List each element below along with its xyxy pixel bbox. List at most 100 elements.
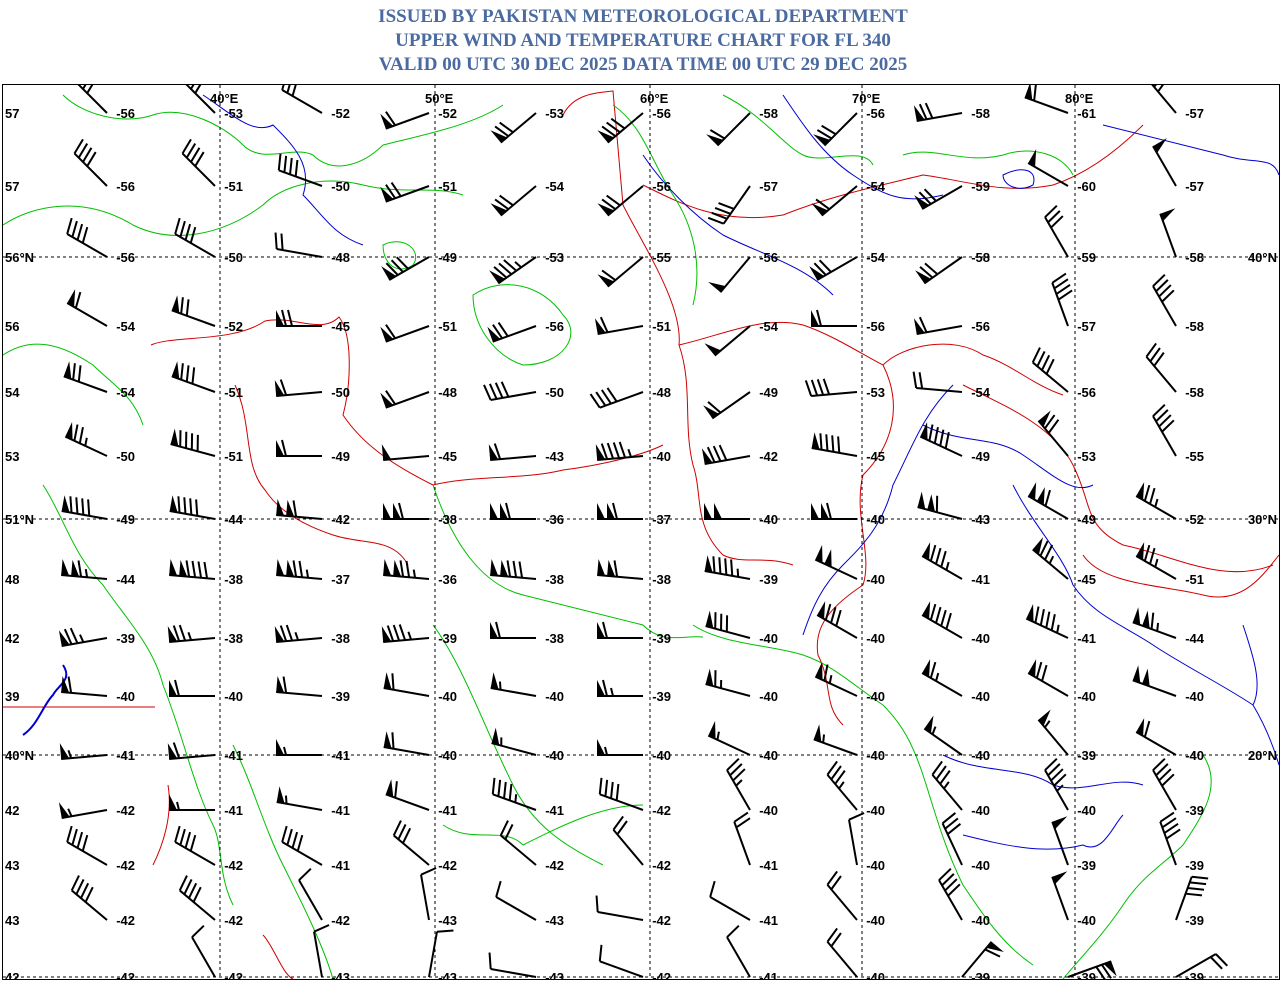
temperature-label: -40 xyxy=(866,748,885,763)
temperature-label: -52 xyxy=(1185,512,1204,527)
temperature-label: -42 xyxy=(116,970,135,979)
barb-feather xyxy=(69,627,79,644)
river xyxy=(1242,624,1279,766)
temperature-label: -44 xyxy=(1185,631,1205,646)
barb-feather xyxy=(394,781,398,798)
barb-feather xyxy=(1155,763,1169,777)
barb-half-feather xyxy=(84,568,89,578)
barb-feather xyxy=(495,621,501,639)
temperature-label: -38 xyxy=(331,631,350,646)
barb-shaft xyxy=(826,774,858,811)
barb-feather xyxy=(729,763,743,777)
barb-feather xyxy=(184,223,192,241)
barb-shaft xyxy=(490,687,537,697)
barb-feather xyxy=(286,828,293,846)
wind-station: -54 xyxy=(704,319,779,357)
barb-pennant xyxy=(597,274,614,287)
barb-pennant xyxy=(393,559,402,577)
wind-station: -54 xyxy=(809,250,886,281)
barb-feather xyxy=(598,944,603,962)
barb-feather xyxy=(712,445,722,462)
barb-feather xyxy=(944,878,958,892)
wind-station: -40 xyxy=(921,659,990,704)
wind-station: -42 xyxy=(276,499,350,527)
barb-pennant xyxy=(276,739,284,755)
coastline xyxy=(692,624,884,706)
temperature-label: -43 xyxy=(438,913,457,928)
barb-shaft xyxy=(599,391,644,409)
temperature-label: -58 xyxy=(1185,319,1204,334)
river xyxy=(782,94,944,200)
barb-feather xyxy=(823,664,829,681)
barb-shaft xyxy=(1145,356,1177,393)
barb-feather xyxy=(179,828,186,846)
wind-station: -40 xyxy=(848,812,885,873)
temperature-label: -40 xyxy=(866,689,885,704)
barb-feather xyxy=(1053,278,1069,290)
barb-shaft xyxy=(811,391,858,398)
barb-pennant xyxy=(383,559,392,576)
left-edge-value: 57 xyxy=(5,179,19,194)
barb-pennant xyxy=(167,743,178,760)
barb-feather xyxy=(733,811,749,823)
temperature-label: -36 xyxy=(545,512,564,527)
wind-station: -40 xyxy=(1027,659,1096,704)
barb-feather xyxy=(601,269,617,281)
barb-feather xyxy=(78,426,84,444)
coastline xyxy=(3,180,464,236)
barb-feather xyxy=(185,143,197,159)
barb-pennant xyxy=(815,662,823,680)
temperature-label: -49 xyxy=(759,385,778,400)
wind-station: -55 xyxy=(597,250,671,288)
barb-pennant xyxy=(1142,668,1150,687)
wind-station: -53 xyxy=(490,106,564,144)
temperature-label: -53 xyxy=(1077,449,1096,464)
left-edge-value: 42 xyxy=(5,803,19,818)
barb-feather xyxy=(826,502,832,520)
barb-feather xyxy=(816,379,825,396)
barb-feather xyxy=(385,390,396,405)
barb-pennant xyxy=(286,559,295,577)
temperature-label: -41 xyxy=(759,858,778,873)
barb-feather xyxy=(984,948,1001,958)
barb-shaft xyxy=(385,325,430,343)
barb-shaft xyxy=(1151,85,1177,114)
wind-station: -40 xyxy=(704,503,778,527)
wind-station: -56 xyxy=(708,250,778,293)
barb-shaft xyxy=(709,896,751,921)
barb-half-feather xyxy=(1056,624,1060,634)
temperature-label: -45 xyxy=(438,449,457,464)
wind-station: -51 xyxy=(380,179,457,203)
temperature-label: -48 xyxy=(652,385,671,400)
barb-feather xyxy=(494,198,510,210)
barb-feather xyxy=(86,151,97,167)
barb-half-feather xyxy=(1156,622,1160,632)
wind-station: -40 xyxy=(931,760,990,818)
temperature-label: -56 xyxy=(866,106,885,121)
barb-feather xyxy=(178,624,187,641)
barb-half-feather xyxy=(1044,720,1051,729)
barb-shaft xyxy=(298,879,323,921)
barb-feather xyxy=(67,676,73,694)
barb-pennant xyxy=(383,503,391,519)
barb-feather xyxy=(821,124,837,136)
barb-pennant xyxy=(393,503,401,519)
temperature-label: -40 xyxy=(438,748,457,763)
barb-pennant xyxy=(179,559,188,577)
wind-station: -49 xyxy=(276,439,350,464)
temperature-label: -41 xyxy=(545,803,564,818)
barb-feather xyxy=(1165,828,1181,840)
barb-pennant xyxy=(922,601,931,619)
barb-half-feather xyxy=(945,561,950,571)
barb-feather xyxy=(72,363,76,380)
barb-feather xyxy=(726,757,740,771)
barb-feather xyxy=(281,309,287,327)
temperature-label: -43 xyxy=(971,512,990,527)
barb-pennant xyxy=(714,503,722,519)
barb-pennant xyxy=(927,494,935,512)
barb-pennant xyxy=(811,432,820,450)
barb-feather xyxy=(66,825,73,843)
barb-feather xyxy=(385,184,396,199)
temperature-label: -40 xyxy=(759,512,778,527)
barb-shaft xyxy=(185,85,216,114)
